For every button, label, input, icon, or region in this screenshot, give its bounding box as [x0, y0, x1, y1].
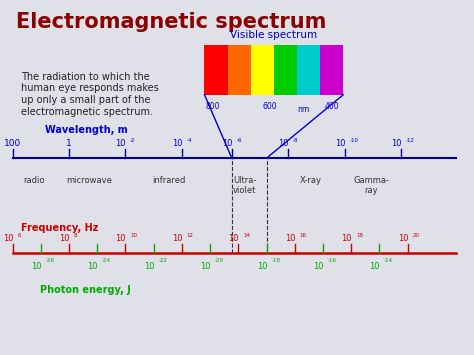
Text: 10: 10 [313, 262, 324, 271]
Text: 10: 10 [116, 234, 126, 243]
Text: microwave: microwave [66, 176, 112, 185]
Text: Electromagnetic spectrum: Electromagnetic spectrum [16, 12, 327, 32]
Text: Frequency, Hz: Frequency, Hz [21, 223, 99, 233]
Bar [297, 45, 320, 95]
Text: 18: 18 [356, 233, 363, 238]
Text: 10: 10 [87, 262, 98, 271]
Text: 10: 10 [200, 262, 210, 271]
Text: -26: -26 [46, 258, 55, 263]
Text: 10: 10 [172, 234, 182, 243]
Text: 10: 10 [172, 138, 182, 148]
Text: -2: -2 [130, 138, 136, 143]
Text: 10: 10 [31, 262, 41, 271]
Text: -4: -4 [187, 138, 192, 143]
Text: 100: 100 [4, 138, 21, 148]
Bar [204, 45, 228, 95]
Text: 16: 16 [300, 233, 307, 238]
Text: -14: -14 [384, 258, 393, 263]
Text: 10: 10 [398, 234, 408, 243]
Text: -22: -22 [158, 258, 167, 263]
Text: 12: 12 [187, 233, 193, 238]
Text: Ultra-
violet: Ultra- violet [233, 176, 256, 195]
Text: 1: 1 [66, 138, 72, 148]
Bar [320, 45, 343, 95]
Text: Visible spectrum: Visible spectrum [230, 30, 318, 40]
Text: 600: 600 [262, 102, 277, 111]
Text: 10: 10 [335, 138, 345, 148]
Text: infrared: infrared [153, 176, 186, 185]
Text: 10: 10 [130, 233, 137, 238]
Bar [251, 45, 274, 95]
Text: The radiation to which the
human eye responds makes
up only a small part of the
: The radiation to which the human eye res… [21, 72, 159, 117]
Text: 400: 400 [324, 102, 339, 111]
Text: -18: -18 [271, 258, 280, 263]
Text: 10: 10 [278, 138, 289, 148]
Text: nm: nm [297, 105, 310, 114]
Text: -6: -6 [237, 138, 242, 143]
Text: 10: 10 [3, 234, 13, 243]
Text: 10: 10 [116, 138, 126, 148]
Text: -24: -24 [102, 258, 111, 263]
Text: -10: -10 [349, 138, 358, 143]
Text: 10: 10 [341, 234, 352, 243]
Text: 14: 14 [243, 233, 250, 238]
Text: 10: 10 [285, 234, 295, 243]
Text: 10: 10 [391, 138, 401, 148]
Text: 10: 10 [370, 262, 380, 271]
Text: X-ray: X-ray [299, 176, 321, 185]
Text: 8: 8 [74, 233, 77, 238]
Text: Photon energy, J: Photon energy, J [40, 285, 131, 295]
Text: -12: -12 [406, 138, 415, 143]
Text: 20: 20 [412, 233, 419, 238]
Text: 800: 800 [206, 102, 220, 111]
Bar [228, 45, 251, 95]
Text: 10: 10 [59, 234, 70, 243]
Text: Wavelength, m: Wavelength, m [45, 125, 128, 135]
Text: 6: 6 [17, 233, 21, 238]
Text: radio: radio [23, 176, 45, 185]
Text: 10: 10 [144, 262, 154, 271]
Bar [274, 45, 297, 95]
Text: -16: -16 [328, 258, 337, 263]
Text: -8: -8 [293, 138, 299, 143]
Text: -20: -20 [215, 258, 224, 263]
Text: 10: 10 [228, 234, 239, 243]
Text: Gamma-
ray: Gamma- ray [354, 176, 390, 195]
Text: 10: 10 [256, 262, 267, 271]
Text: 10: 10 [222, 138, 232, 148]
